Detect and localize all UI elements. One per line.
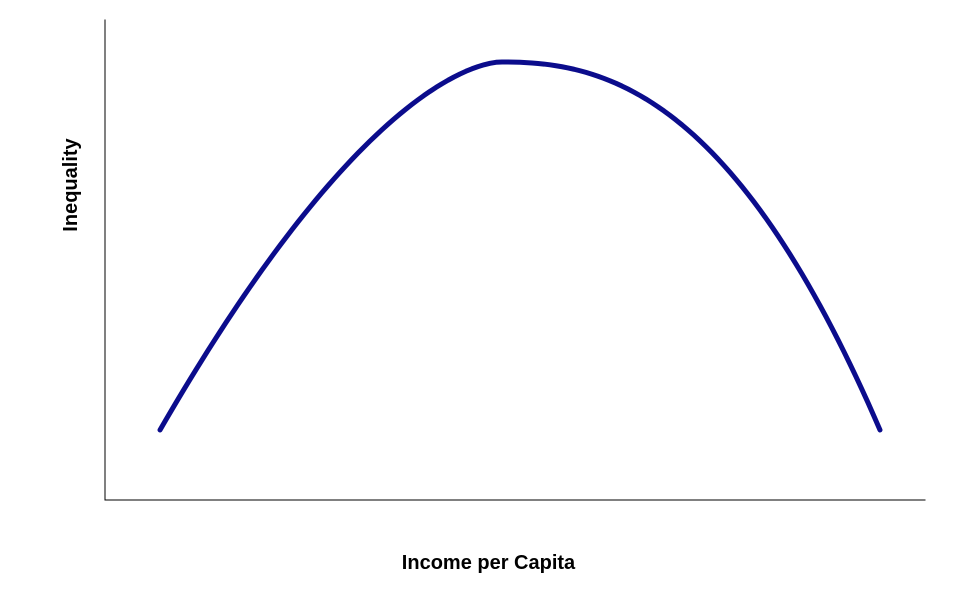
y-axis-label: Inequality	[60, 65, 83, 305]
kuznets-curve-chart: Income per Capita Inequality	[0, 0, 977, 600]
x-axis-label: Income per Capita	[0, 552, 977, 575]
chart-svg	[0, 0, 977, 600]
